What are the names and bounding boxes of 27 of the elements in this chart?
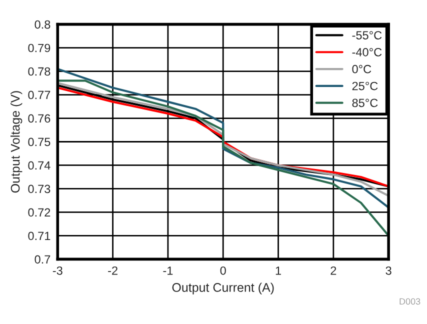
y-tick-label: 0.76 xyxy=(28,114,50,123)
x-tick-label: 3 xyxy=(386,266,392,275)
legend-label: -40°C xyxy=(352,48,382,56)
y-tick-label: 0.78 xyxy=(28,67,50,76)
legend-label: 85°C xyxy=(352,98,378,108)
legend-label: 25°C xyxy=(352,82,378,90)
text: D003 xyxy=(400,298,420,305)
y-tick-label: 0.79 xyxy=(28,44,50,52)
x-tick-label: 1 xyxy=(276,266,281,275)
x-tick-label: 2 xyxy=(330,266,336,275)
y-axis-title: Output Voltage (V) xyxy=(10,91,22,193)
x-tick-label: -3 xyxy=(52,266,62,275)
y-tick-label: 0.75 xyxy=(28,138,50,146)
legend-label: 0°C xyxy=(352,64,372,74)
x-axis-title: Output Current (A) xyxy=(172,282,274,294)
y-tick-label: 0.7 xyxy=(34,255,50,264)
x-tick-label: -2 xyxy=(108,266,118,275)
legend-label: -55°C xyxy=(352,31,382,40)
x-tick-label: -1 xyxy=(163,266,173,275)
y-tick-label: 0.73 xyxy=(28,184,50,194)
x-tick-label: 0 xyxy=(220,266,226,275)
y-tick-label: 0.72 xyxy=(28,208,50,217)
y-tick-label: 0.74 xyxy=(28,161,50,170)
y-tick-label: 0.77 xyxy=(28,90,50,100)
y-tick-label: 0.71 xyxy=(28,232,50,240)
y-tick-label: 0.8 xyxy=(34,20,50,29)
line-series xyxy=(58,80,389,237)
